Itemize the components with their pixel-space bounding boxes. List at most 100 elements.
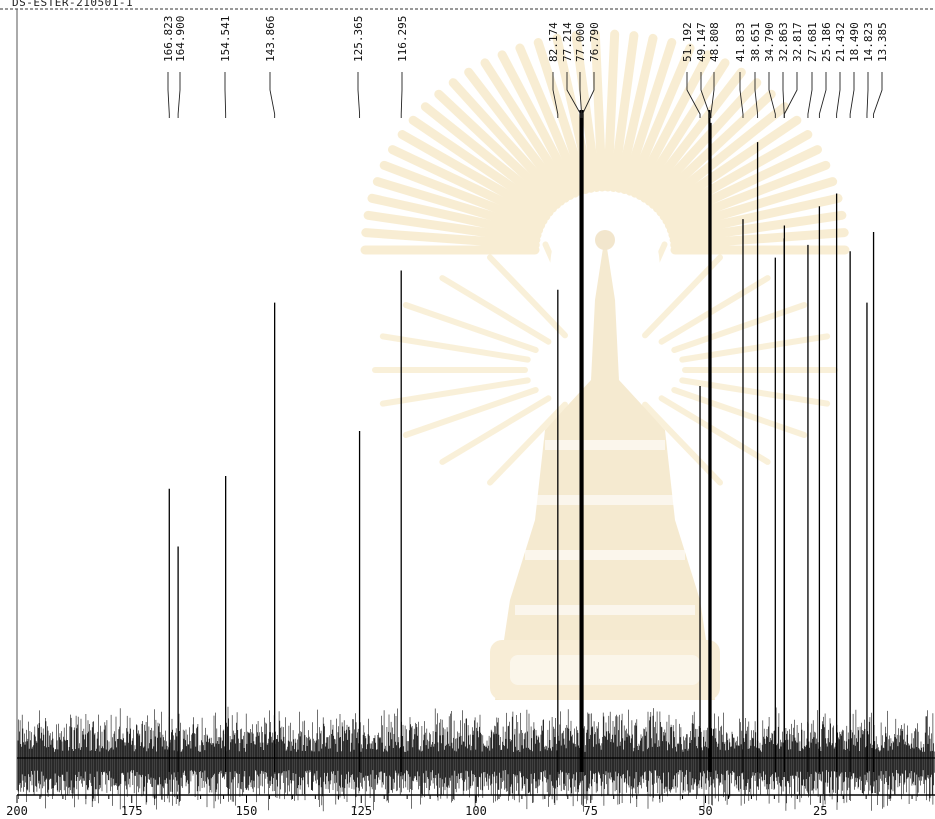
seal-ray [625, 43, 695, 196]
peak-label: 51.192 [681, 22, 694, 62]
x-tick-label: 75 [584, 804, 598, 818]
peak-leader [818, 72, 827, 118]
peak-leader [866, 72, 869, 118]
seal-ray [533, 38, 591, 194]
peak-leader [224, 72, 227, 118]
seal-ray [664, 160, 831, 230]
seal-ray [648, 89, 776, 210]
peak-leader [579, 72, 583, 118]
seal-ray [379, 160, 546, 230]
seal-ray [652, 102, 790, 213]
peak-leader [710, 72, 715, 118]
seal-ray [542, 241, 588, 335]
peak-labels: 166.823 164.900 154.541 143.866 125.365 116.2… [162, 16, 889, 62]
peak-leader [357, 72, 361, 118]
seal-ray [642, 254, 723, 339]
seal-tower [495, 235, 715, 700]
seal-ray [420, 102, 558, 213]
seal-ray [658, 395, 771, 465]
seal-base [490, 640, 720, 700]
seal-ray [590, 29, 607, 192]
peak-label: 77.214 [561, 22, 574, 62]
peak-leader [807, 72, 813, 118]
plot-frame [0, 8, 935, 790]
seal-ray [656, 115, 802, 217]
peak-label-leaders [167, 72, 883, 118]
peak-label: 25.186 [820, 22, 833, 62]
seal-finial [595, 230, 615, 250]
seal-ray [367, 193, 542, 240]
seal-ray [608, 31, 639, 192]
seal-ray [487, 254, 568, 339]
seal-ray [552, 33, 596, 193]
peak-leader [836, 72, 841, 118]
peak-label: 77.000 [574, 22, 587, 62]
seal-ray [571, 31, 602, 192]
seal-ray [515, 43, 585, 196]
seal-ray [361, 228, 540, 250]
peak-label: 166.823 [162, 16, 175, 62]
peak-label: 143.866 [264, 16, 277, 62]
peak-leader [754, 72, 759, 118]
seal-ray [630, 50, 713, 198]
baseline-noise [17, 706, 935, 812]
seal-ray [408, 115, 554, 217]
peak-label: 41.833 [734, 22, 747, 62]
seal-banner [510, 655, 700, 685]
peak-leader [739, 72, 744, 118]
x-tick-label: 100 [465, 804, 487, 818]
peak-label: 154.541 [219, 16, 232, 62]
seal-ray [622, 241, 668, 335]
peak-leader [783, 72, 798, 118]
seal-ray [397, 130, 551, 221]
peak-leader [686, 72, 701, 118]
seal-ray [363, 210, 541, 245]
seal-tier [525, 550, 685, 560]
seal-ray [644, 78, 762, 206]
peak-label: 76.790 [588, 22, 601, 62]
x-tick-label: 50 [698, 804, 712, 818]
seal-ray [487, 401, 568, 486]
x-tick-label: 200 [6, 804, 28, 818]
peak-label: 82.174 [547, 22, 560, 62]
seal-ray [668, 193, 843, 240]
seal-tier [545, 440, 665, 450]
seal-ray [497, 50, 580, 198]
peak-lines [168, 110, 875, 772]
seal-ray [542, 405, 588, 499]
seal-ray [434, 89, 562, 210]
peak-label: 21.432 [834, 22, 847, 62]
seal-ray [372, 177, 544, 235]
seal-ray [387, 145, 548, 226]
x-tick-label: 175 [121, 804, 143, 818]
seal-ray [640, 67, 746, 203]
seal-ray [603, 29, 620, 192]
watermark-seal [360, 29, 850, 700]
seal-ray [671, 387, 808, 438]
seal-ray [666, 177, 838, 235]
peak-leader [400, 72, 403, 118]
peak-label: 125.365 [352, 16, 365, 62]
seal-ray [439, 275, 552, 345]
seal-ray [662, 145, 823, 226]
x-tick-label: 150 [236, 804, 258, 818]
x-tick-label: 25 [813, 804, 827, 818]
peak-label: 38.651 [749, 22, 762, 62]
seal-ray [679, 377, 831, 407]
seal-ray [439, 395, 552, 465]
peak-leader [552, 72, 559, 118]
peak-leader [167, 72, 170, 118]
peak-leader [582, 72, 595, 118]
seal-tier [535, 495, 675, 505]
peak-leader [700, 72, 710, 118]
peak-leader [849, 72, 855, 118]
peak-leader [177, 72, 181, 118]
x-tick-label: 125 [350, 804, 372, 818]
seal-ray [379, 333, 531, 363]
seal-ray [464, 67, 570, 203]
seal-tier [515, 605, 695, 615]
seal-ray [635, 58, 730, 200]
seal-center [550, 195, 660, 345]
